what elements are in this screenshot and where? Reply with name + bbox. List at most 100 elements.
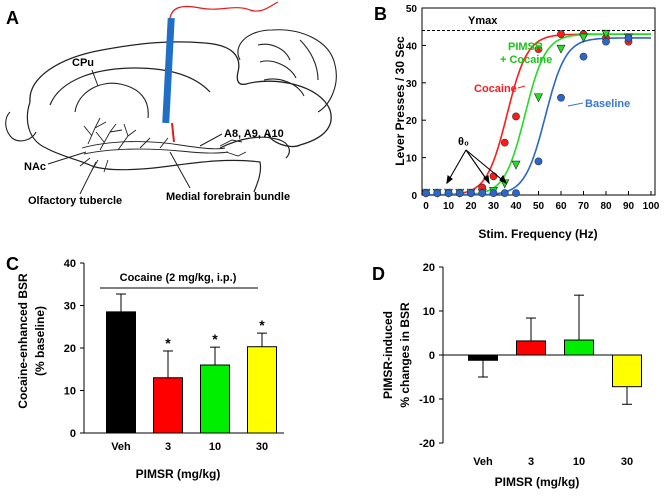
panel-c-category-label: 3 xyxy=(165,441,171,453)
label-a8-a9-a10: A8, A9, A10 xyxy=(224,128,284,140)
series-point-cocaine xyxy=(534,45,543,54)
panel-a-brain-diagram: A CPu NAc A8, A9, A xyxy=(5,1,337,207)
panel-c-y-tick-label: 20 xyxy=(64,343,76,355)
panel-d-category-label: 3 xyxy=(528,456,534,468)
panel-c-bar-3 xyxy=(153,377,183,434)
legend-pimsr-cocaine-line2: + Cocaine xyxy=(500,54,552,66)
series-point-pimsr-cocaine xyxy=(534,93,543,103)
panel-c-y-tick-label: 0 xyxy=(70,428,76,440)
leader-cpu xyxy=(91,69,99,87)
leader-a8 xyxy=(199,133,223,147)
panel-d-bar-chart: D -20 -10 0 10 20 Veh 3 10 30 PIMSR-induced % c… xyxy=(372,262,642,489)
panel-d-y-tick-label: -10 xyxy=(419,394,435,406)
panel-c-y-tick-label: 40 xyxy=(64,258,76,270)
panel-d-bar-3 xyxy=(516,340,546,356)
cocaine-annotation: Cocaine (2 mg/kg, i.p.) xyxy=(120,272,237,284)
series-point-baseline xyxy=(478,189,487,198)
series-point-baseline xyxy=(579,52,588,61)
legend-baseline-leader xyxy=(567,102,584,107)
series-point-baseline xyxy=(422,189,430,198)
series-point-pimsr-cocaine xyxy=(556,44,566,54)
label-medial-forebrain-bundle: Medial forebrain bundle xyxy=(166,191,290,203)
brain-corpus-callosum xyxy=(49,67,211,106)
series-fit-curve-2 xyxy=(426,37,651,196)
panel-c-bar-chart: C 0 10 20 30 40 Veh 3 * 10 * 30 * Cocaine (2 mg/kg… xyxy=(6,254,284,481)
panel-d-y-axis-label-line1: PIMSR-induced xyxy=(381,311,395,399)
panel-d-x-axis-label: PIMSR (mg/kg) xyxy=(495,475,580,489)
panel-c-category-label: 30 xyxy=(256,441,268,453)
panel-b-y-tick-label: 0 xyxy=(411,191,417,202)
panel-b-y-tick-label: 20 xyxy=(406,116,418,127)
panel-d-category-label: Veh xyxy=(473,456,493,468)
leader-mfb xyxy=(169,151,191,189)
series-point-baseline xyxy=(602,37,610,46)
leader-olfactory xyxy=(79,161,97,195)
panel-b-frequency-rate-chart: B 0 10 20 30 40 50 60 70 80 90 100 0 10 20 30 40 50 Ymax… xyxy=(374,4,660,241)
theta-arrows xyxy=(446,149,508,185)
panel-d-y-tick-label: -20 xyxy=(419,438,435,450)
series-point-baseline xyxy=(500,189,509,198)
panel-b-x-tick-label: 50 xyxy=(533,201,545,212)
panel-c-category-label: Veh xyxy=(111,441,131,453)
panel-b-y-tick-label: 10 xyxy=(406,154,418,165)
panel-d-letter: D xyxy=(372,264,385,284)
electrode xyxy=(162,17,175,124)
panel-d-y-tick-label: 20 xyxy=(423,262,435,274)
panel-c-letter: C xyxy=(6,254,19,274)
brain-cortex-outline xyxy=(29,41,332,148)
panel-b-x-axis-label: Stim. Frequency (Hz) xyxy=(478,227,597,241)
series-point-pimsr-cocaine xyxy=(601,29,611,39)
ymax-label: Ymax xyxy=(468,15,498,27)
label-nac: NAc xyxy=(24,161,46,173)
panel-c-bar-Veh xyxy=(106,311,136,434)
panel-d-bar-30 xyxy=(612,354,642,388)
panel-b-x-tick-label: 60 xyxy=(555,201,567,212)
panel-b-x-tick-label: 90 xyxy=(623,201,635,212)
panel-c-y-axis-label-line2: (% baseline) xyxy=(33,306,47,376)
panel-b-x-tick-label: 80 xyxy=(600,201,612,212)
panel-c-y-tick-label: 10 xyxy=(64,386,76,398)
legend-baseline: Baseline xyxy=(585,98,630,110)
electrode-tip xyxy=(171,122,175,143)
label-cpu: CPu xyxy=(72,57,94,69)
panel-d-y-axis-label-line2: % changes in BSR xyxy=(398,302,412,408)
panel-d-category-label: 10 xyxy=(573,456,585,468)
series-point-pimsr-cocaine xyxy=(579,33,588,43)
legend-pimsr-cocaine-line1: PIMSR xyxy=(508,41,543,53)
brain-olfactory-bulb xyxy=(5,111,37,142)
legend-cocaine: Cocaine xyxy=(474,83,517,95)
panel-b-y-tick-label: 30 xyxy=(406,79,418,90)
series-point-baseline xyxy=(455,189,464,198)
medial-forebrain-bundle-fibers xyxy=(79,117,247,173)
panel-c-y-tick-label: 30 xyxy=(64,301,76,313)
panel-b-x-tick-label: 40 xyxy=(510,201,522,212)
panel-b-y-tick-label: 50 xyxy=(406,4,418,15)
panel-c-y-axis-label-line1: Cocaine-enhanced BSR xyxy=(16,273,30,409)
series-point-baseline xyxy=(512,189,520,198)
series-point-pimsr-cocaine xyxy=(511,160,521,170)
panel-b-y-axis-label: Lever Presses / 30 Sec xyxy=(393,36,407,166)
panel-b-letter: B xyxy=(374,4,387,24)
label-olfactory-tubercle: Olfactory tubercle xyxy=(28,195,122,207)
series-point-baseline xyxy=(534,157,543,166)
panel-d-bar-Veh xyxy=(468,354,498,361)
series-point-cocaine xyxy=(557,30,565,39)
legend-cocaine-leader xyxy=(517,85,526,89)
panel-c-significance-star: * xyxy=(259,317,265,333)
series-point-baseline xyxy=(557,93,565,102)
panel-b-x-tick-label: 100 xyxy=(643,201,660,212)
brain-ventral-outline xyxy=(26,101,290,193)
series-point-cocaine xyxy=(489,172,498,181)
panel-d-y-tick-label: 0 xyxy=(429,350,435,362)
electrode-wire xyxy=(169,1,279,19)
series-point-cocaine xyxy=(500,138,509,147)
series-point-baseline xyxy=(624,34,633,42)
panel-b-y-tick-label: 40 xyxy=(406,41,418,52)
series-point-baseline xyxy=(467,189,475,198)
panel-d-category-label: 30 xyxy=(621,456,633,468)
panel-d-bar-10 xyxy=(564,339,594,356)
series-point-baseline xyxy=(433,189,442,198)
panel-c-bar-30 xyxy=(247,346,277,434)
panel-b-x-tick-label: 70 xyxy=(578,201,590,212)
